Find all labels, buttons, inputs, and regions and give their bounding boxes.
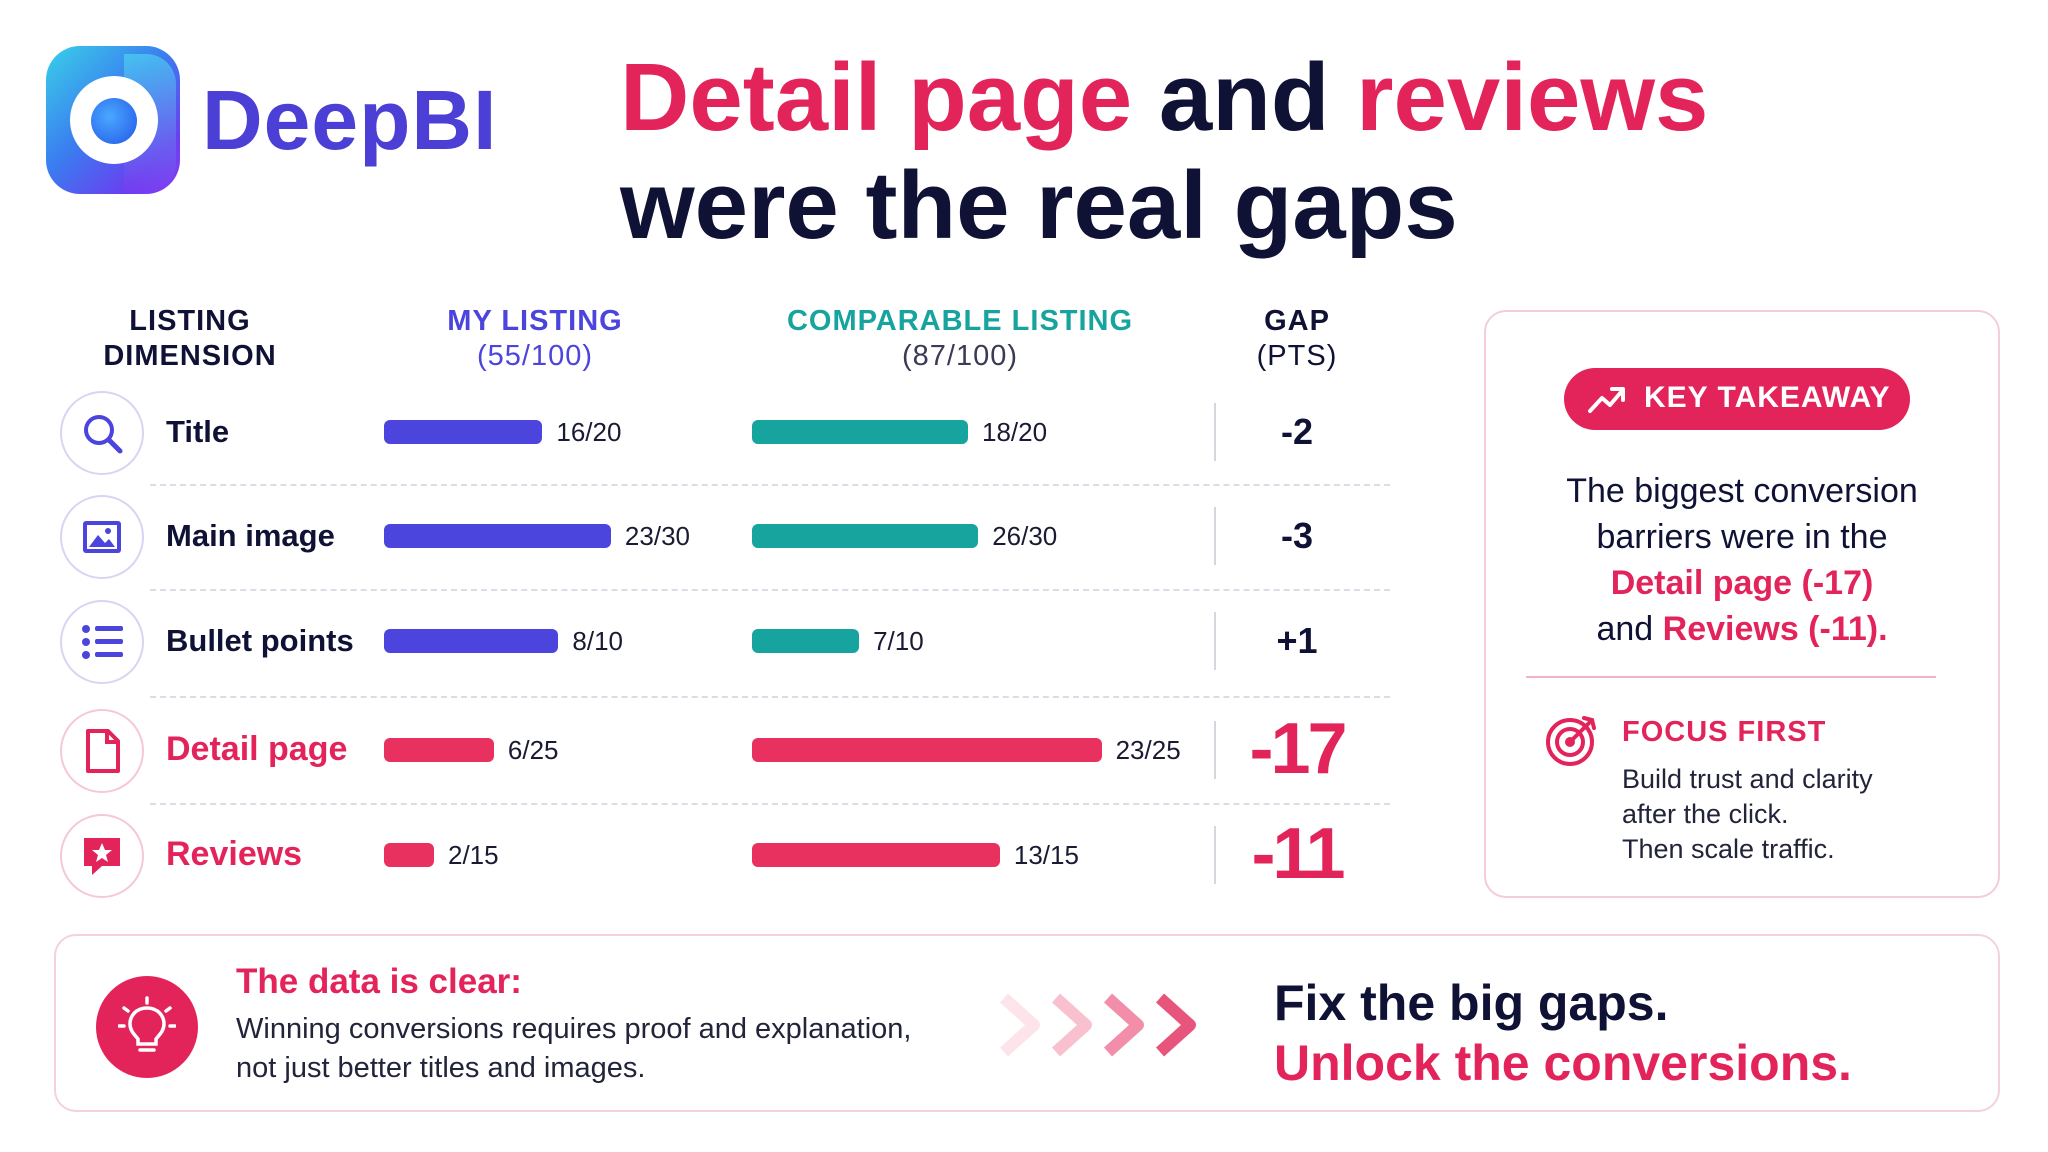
column-divider bbox=[1214, 612, 1216, 670]
my-listing-value: 16/20 bbox=[556, 417, 622, 447]
comparable-value: 26/30 bbox=[992, 521, 1058, 551]
comparable-value: 23/25 bbox=[1115, 735, 1181, 765]
comparable-value: 7/10 bbox=[873, 626, 924, 656]
my-listing-score: (55/100) bbox=[476, 340, 593, 372]
gap-value: +1 bbox=[1276, 620, 1318, 661]
takeaway-highlight-detail: Detail page (-17) bbox=[1610, 564, 1874, 602]
header-my-listing: MY LISTING (55/100) bbox=[400, 304, 670, 374]
target-icon bbox=[1546, 716, 1596, 766]
trend-up-icon bbox=[1588, 387, 1625, 413]
row-divider bbox=[150, 588, 1390, 591]
page-title: Detail page and reviews were the real ga… bbox=[620, 44, 1708, 260]
title-line2: were the real gaps bbox=[620, 152, 1458, 259]
comparable-bar bbox=[752, 420, 968, 444]
banner-text: Winning conversions requires proof and e… bbox=[236, 1013, 912, 1084]
header-gap: GAP (PTS) bbox=[1222, 304, 1372, 374]
row-divider bbox=[150, 484, 1390, 486]
title-highlight-reviews: reviews bbox=[1356, 44, 1709, 151]
gap-unit: (PTS) bbox=[1256, 340, 1338, 372]
comparable-value: 18/20 bbox=[982, 417, 1048, 447]
key-takeaway-panel: KEY TAKEAWAY The biggest conversion barr… bbox=[1484, 310, 2000, 898]
cta-line1: Fix the big gaps. bbox=[1274, 975, 1669, 1031]
comparable-value: 13/15 bbox=[1013, 840, 1079, 870]
my-listing-value: 8/10 bbox=[572, 626, 623, 656]
my-listing-value: 23/30 bbox=[624, 521, 690, 551]
row-label: Reviews bbox=[166, 835, 303, 873]
title-highlight-detail: Detail page bbox=[620, 44, 1133, 151]
row-label: Detail page bbox=[166, 730, 348, 768]
brand-logo bbox=[46, 46, 180, 194]
key-takeaway-badge: KEY TAKEAWAY bbox=[1564, 368, 1910, 430]
row-divider bbox=[150, 802, 1390, 805]
my-listing-bar bbox=[384, 738, 494, 762]
focus-first-text: Build trust and clarity after the click.… bbox=[1622, 764, 1873, 864]
comparable-bar bbox=[752, 524, 979, 548]
comparable-bar bbox=[752, 738, 1102, 762]
my-listing-value: 2/15 bbox=[448, 840, 499, 870]
star-chat-icon bbox=[60, 814, 144, 898]
gap-value: -2 bbox=[1280, 411, 1313, 452]
column-divider bbox=[1214, 403, 1216, 461]
gap-value: -11 bbox=[1251, 814, 1345, 894]
panel-divider bbox=[1526, 676, 1936, 678]
banner-title: The data is clear: bbox=[236, 962, 522, 1001]
header-comparable: COMPARABLE LISTING (87/100) bbox=[770, 304, 1150, 374]
comparable-score: (87/100) bbox=[901, 340, 1018, 372]
my-listing-bar bbox=[384, 629, 559, 653]
header-dimension: LISTING DIMENSION bbox=[103, 305, 277, 372]
my-listing-value: 6/25 bbox=[507, 735, 559, 765]
my-listing-bar bbox=[384, 843, 434, 867]
lightbulb-icon bbox=[96, 976, 198, 1078]
column-divider bbox=[1214, 826, 1216, 884]
row-label: Bullet points bbox=[166, 623, 354, 658]
column-divider bbox=[1214, 507, 1216, 565]
title-and: and bbox=[1132, 44, 1357, 151]
takeaway-text: The biggest conversion barriers were in … bbox=[1506, 468, 1978, 652]
my-listing-bar bbox=[384, 420, 543, 444]
image-icon bbox=[60, 495, 144, 579]
cta-line2: Unlock the conversions. bbox=[1274, 1035, 1852, 1091]
gap-value: -17 bbox=[1249, 709, 1347, 789]
gap-value: -3 bbox=[1280, 515, 1313, 556]
focus-first-title: FOCUS FIRST bbox=[1622, 716, 1827, 748]
my-listing-bar bbox=[384, 524, 611, 548]
search-icon bbox=[60, 391, 144, 475]
row-label: Main image bbox=[166, 518, 335, 553]
brand-name: DeepBI bbox=[202, 73, 498, 167]
takeaway-highlight-reviews: Reviews (-11) bbox=[1662, 610, 1879, 648]
conclusion-banner: The data is clear: Winning conversions r… bbox=[54, 934, 2000, 1112]
chevrons-right-icon bbox=[999, 993, 1196, 1057]
row-label: Title bbox=[166, 414, 230, 449]
comparable-bar bbox=[752, 629, 860, 653]
document-icon bbox=[60, 709, 144, 793]
column-divider bbox=[1214, 721, 1216, 779]
row-divider bbox=[150, 695, 1390, 698]
comparable-bar bbox=[752, 843, 1000, 867]
key-takeaway-label: KEY TAKEAWAY bbox=[1644, 381, 1891, 414]
list-icon bbox=[60, 600, 144, 684]
